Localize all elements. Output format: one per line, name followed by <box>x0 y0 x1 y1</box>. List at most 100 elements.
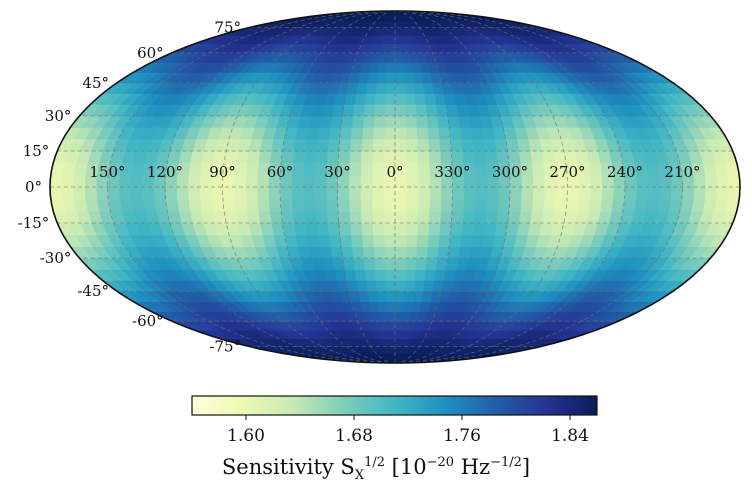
heatmap-cell <box>363 257 376 270</box>
heatmap-cell <box>350 234 363 247</box>
heatmap-cell <box>448 127 462 140</box>
heatmap-cell <box>647 174 660 188</box>
heatmap-cell <box>483 138 497 152</box>
heatmap-cell <box>269 150 283 164</box>
heatmap-cell <box>518 150 533 164</box>
heatmap-cell <box>362 246 375 259</box>
heatmap-cell <box>317 127 331 140</box>
heatmap-cell <box>372 138 385 152</box>
heatmap-cell <box>187 174 201 188</box>
heatmap-cell <box>394 280 406 292</box>
heatmap-cell <box>364 93 376 105</box>
heatmap-cell <box>245 198 259 212</box>
heatmap-cell <box>375 82 387 94</box>
heatmap-cell <box>412 72 424 84</box>
heatmap-cell <box>372 234 385 247</box>
heatmap-cell <box>413 82 425 94</box>
heatmap-cell <box>612 186 626 200</box>
heatmap-cell <box>417 162 430 176</box>
heatmap-cell <box>188 198 202 212</box>
heatmap-cell <box>416 127 429 140</box>
heatmap-cell <box>130 198 145 212</box>
heatmap-cell <box>394 150 407 164</box>
heatmap-cell <box>337 186 350 200</box>
heatmap-cell <box>84 186 98 200</box>
heatmap-cell <box>727 186 740 200</box>
heatmap-cell <box>325 186 338 200</box>
heatmap-cell <box>519 198 534 212</box>
heatmap-cell <box>326 150 340 164</box>
heatmap-cell <box>565 198 579 212</box>
heatmap-cell <box>520 186 534 200</box>
heatmap-cell <box>394 72 405 84</box>
grid-line <box>394 11 626 363</box>
heatmap-cell <box>404 104 417 117</box>
heatmap-cell <box>360 186 373 200</box>
heatmap-cell <box>246 210 261 224</box>
heatmap-cell <box>505 222 520 236</box>
heatmap-cell <box>473 210 487 224</box>
heatmap-cell <box>447 246 461 259</box>
heatmap-cell <box>256 186 270 200</box>
heatmap-cell <box>386 52 396 63</box>
heatmap-cell <box>130 162 145 176</box>
longitude-tick-label: 330° <box>434 163 470 181</box>
heatmap-cell <box>555 186 568 200</box>
heatmap-cell <box>576 198 591 212</box>
heatmap-cell <box>119 198 134 212</box>
heatmap-cell <box>360 222 374 236</box>
heatmap-cell <box>670 186 683 200</box>
heatmap-cell <box>280 210 295 224</box>
heatmap-cell <box>452 186 465 200</box>
heatmap-cell <box>338 138 352 152</box>
heatmap-cell <box>176 198 191 212</box>
colorbar <box>191 395 598 416</box>
heatmap-cell <box>394 115 407 128</box>
heatmap-cell <box>187 186 201 200</box>
heatmap-cell <box>394 346 401 354</box>
heatmap-cell <box>349 150 362 164</box>
heatmap-cell <box>508 198 522 212</box>
heatmap-cell <box>394 320 403 331</box>
heatmap-cell <box>72 186 86 200</box>
heatmap-cell <box>423 93 436 105</box>
heatmap-cell <box>415 115 428 128</box>
heatmap-cell <box>611 198 625 212</box>
heatmap-cell <box>394 301 405 312</box>
heatmap-cell <box>61 174 75 188</box>
heatmap-cell <box>425 257 438 270</box>
longitude-tick-label: 90° <box>209 163 236 181</box>
heatmap-cell <box>222 198 236 212</box>
heatmap-cell <box>107 186 120 200</box>
heatmap-cell <box>426 115 439 128</box>
heatmap-cell <box>50 174 63 188</box>
heatmap-cell <box>679 198 694 212</box>
heatmap-cell <box>50 186 63 200</box>
heatmap-cell <box>246 150 261 164</box>
heatmap-cell <box>437 127 451 140</box>
heatmap-cell <box>439 150 453 164</box>
heatmap-cell <box>291 186 304 200</box>
latitude-tick-label: -60° <box>132 312 164 330</box>
heatmap-cell <box>394 269 406 281</box>
heatmap-cell <box>394 52 404 63</box>
heatmap-cell <box>450 210 464 224</box>
latitude-labels: 75° 60° 45° 30° 15° 0° -15° -30° -45° -60° -75° <box>18 19 241 356</box>
heatmap-cell <box>405 234 418 247</box>
heatmap-cell <box>518 210 533 224</box>
heatmap-cell <box>394 104 406 117</box>
heatmap-cell <box>394 138 407 152</box>
heatmap-cell <box>461 222 475 236</box>
heatmap-cell <box>373 257 386 270</box>
heatmap-cell <box>681 186 695 200</box>
heatmap-cell <box>374 269 386 281</box>
heatmap-cell <box>234 198 248 212</box>
heatmap-cell <box>447 115 461 128</box>
heatmap-cell <box>349 222 363 236</box>
heatmap-cell <box>416 222 430 236</box>
heatmap-cell <box>459 234 473 247</box>
map-outline <box>49 10 741 364</box>
graticule <box>50 11 740 363</box>
heatmap-cell <box>394 338 402 347</box>
heatmap-cell <box>384 257 396 270</box>
